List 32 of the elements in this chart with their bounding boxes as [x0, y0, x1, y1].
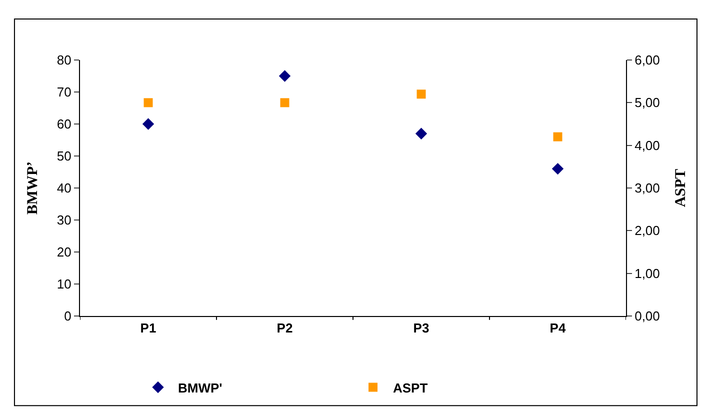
point	[415, 128, 428, 140]
y-tick-label: 20	[56, 244, 72, 260]
point	[552, 162, 564, 175]
y-tick-label: 30	[56, 212, 72, 228]
point	[280, 98, 290, 108]
x-tick-label: P3	[413, 320, 430, 336]
y-tick-label: 80	[56, 52, 72, 68]
point	[278, 70, 291, 82]
point	[416, 90, 426, 99]
y2-tick-label: 0,00	[634, 308, 660, 324]
y2-tick-label: 4,00	[634, 138, 660, 153]
x-tick-label: P1	[140, 320, 156, 336]
y-tick-label: 40	[56, 180, 72, 196]
x-tick-label: P2	[276, 320, 293, 336]
y-tick-label: 50	[56, 148, 72, 164]
y2-tick-label: 3,00	[634, 180, 660, 196]
y-axis-title: BMWP’	[25, 161, 42, 215]
y-tick-label: 60	[56, 116, 72, 132]
point	[142, 118, 154, 130]
point	[553, 132, 562, 142]
y-tick-label: 0	[64, 308, 72, 324]
y2-tick-label: 5,00	[634, 95, 660, 110]
y2-tick-label: 1,00	[634, 266, 660, 281]
y-tick-label: 70	[56, 84, 72, 100]
legend-label: BMWP'	[178, 380, 222, 396]
y2-tick-label: 6,00	[634, 52, 660, 68]
y2-axis-title: ASPT	[672, 168, 689, 208]
y2-tick-label: 2,00	[634, 223, 660, 238]
legend-label: ASPT	[393, 380, 428, 396]
y-tick-label: 10	[56, 276, 72, 292]
x-tick-label: P4	[550, 320, 566, 336]
point	[144, 98, 153, 108]
